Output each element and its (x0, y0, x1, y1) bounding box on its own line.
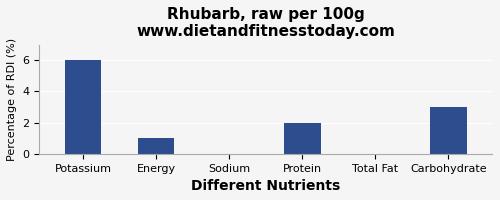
Bar (284, 123, 321, 154)
X-axis label: Different Nutrients: Different Nutrients (191, 179, 340, 193)
Bar (138, 138, 174, 154)
Title: Rhubarb, raw per 100g
www.dietandfitnesstoday.com: Rhubarb, raw per 100g www.dietandfitness… (136, 7, 395, 39)
Bar (65, 60, 102, 154)
Bar (430, 107, 467, 154)
Y-axis label: Percentage of RDI (%): Percentage of RDI (%) (7, 38, 17, 161)
